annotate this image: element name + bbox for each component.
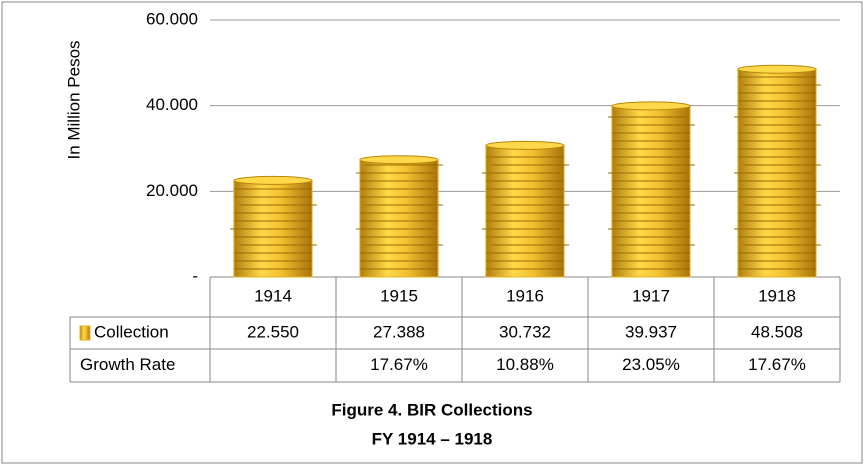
x-tick-label: 1917 xyxy=(632,286,670,305)
x-tick-label: 1914 xyxy=(254,286,292,305)
bar xyxy=(482,141,569,277)
bar xyxy=(230,176,317,277)
coin-top xyxy=(738,65,816,73)
coin-top xyxy=(486,141,564,149)
bar xyxy=(356,156,443,277)
coin-top xyxy=(360,156,438,164)
legend-label: Collection xyxy=(94,322,169,341)
legend-swatch xyxy=(80,326,90,340)
table-value: 17.67% xyxy=(370,355,428,374)
x-tick-label: 1915 xyxy=(380,286,418,305)
table-value: 10.88% xyxy=(496,355,554,374)
chart-title: Figure 4. BIR Collections xyxy=(331,400,532,419)
chart-subtitle: FY 1914 – 1918 xyxy=(372,429,493,448)
bar xyxy=(734,65,821,277)
x-tick-label: 1918 xyxy=(758,286,796,305)
row-label: Growth Rate xyxy=(80,355,175,374)
table-value: 27.388 xyxy=(373,322,425,341)
table-value: 17.67% xyxy=(748,355,806,374)
table-value: 39.937 xyxy=(625,322,677,341)
y-tick-label: 20.000 xyxy=(146,181,198,200)
table-value: 23.05% xyxy=(622,355,680,374)
coin-top xyxy=(234,176,312,184)
x-tick-label: 1916 xyxy=(506,286,544,305)
y-tick-label: 60.000 xyxy=(146,9,198,28)
table-value: 30.732 xyxy=(499,322,551,341)
y-tick-label: 40.000 xyxy=(146,95,198,114)
bar xyxy=(608,102,695,277)
y-tick-label: - xyxy=(192,266,198,285)
table-value: 22.550 xyxy=(247,322,299,341)
coin-stack xyxy=(360,160,438,277)
table-value: 48.508 xyxy=(751,322,803,341)
chart: In Million Pesos Figure 4. BIR Collectio… xyxy=(0,0,865,466)
y-axis-title: In Million Pesos xyxy=(64,40,83,159)
coin-stack xyxy=(612,106,690,277)
coin-top xyxy=(612,102,690,110)
